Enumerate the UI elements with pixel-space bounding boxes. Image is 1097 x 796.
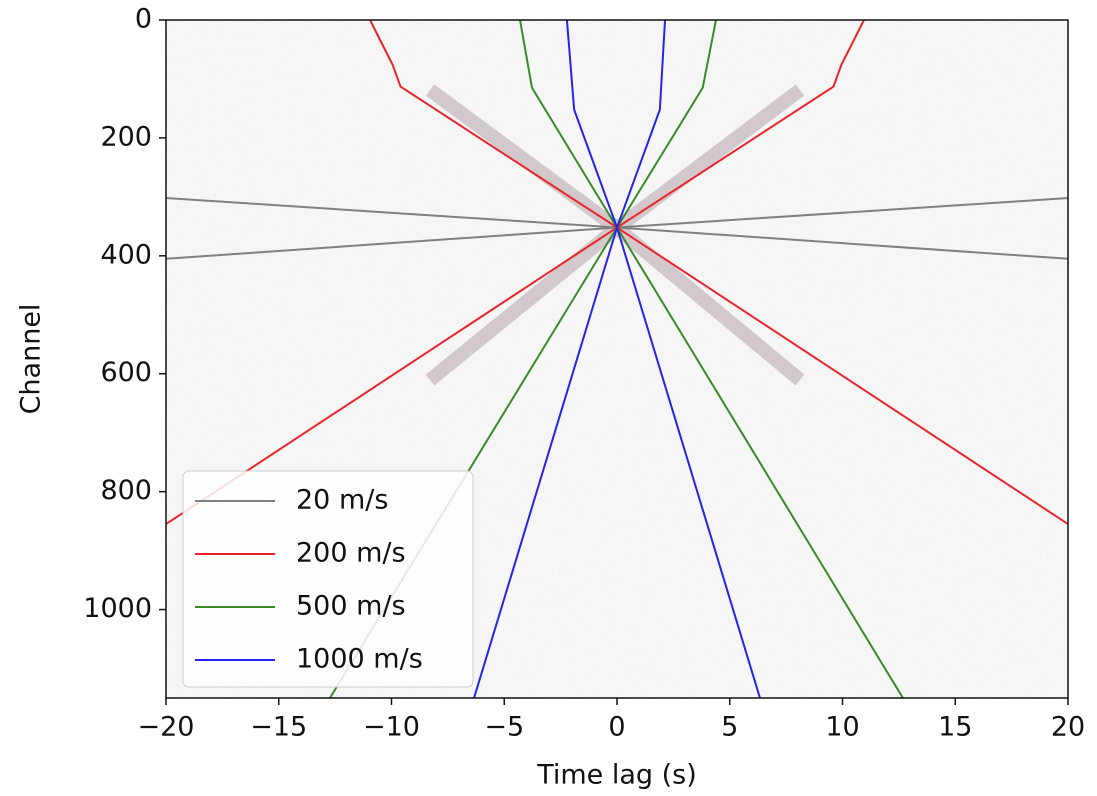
- y-tick-label: 800: [100, 475, 152, 506]
- y-tick-label: 600: [100, 357, 152, 388]
- legend-box: [182, 470, 474, 688]
- y-axis-label: Channel: [16, 304, 47, 415]
- x-tick-label: −20: [138, 712, 195, 743]
- legend-label: 1000 m/s: [296, 644, 423, 675]
- legend-label: 20 m/s: [296, 485, 388, 516]
- y-tick-label: 0: [135, 4, 152, 35]
- velocity-line: [473, 20, 761, 698]
- velocity-line: [166, 20, 1068, 525]
- lines: [166, 20, 1068, 698]
- y-tick-label: 1000: [83, 593, 152, 624]
- legend: 20 m/s 200 m/s 500 m/s 1000 m/s: [182, 470, 474, 688]
- waveform-bands: [425, 84, 805, 386]
- x-tick-label: 0: [608, 712, 625, 743]
- y-tick-label: 400: [100, 239, 152, 270]
- x-axis-label: Time lag (s): [536, 760, 697, 791]
- legend-label: 500 m/s: [296, 591, 406, 622]
- x-tick-label: −15: [250, 712, 307, 743]
- x-tick-label: 5: [721, 712, 738, 743]
- legend-label: 200 m/s: [296, 538, 406, 569]
- x-tick-label: 15: [938, 712, 972, 743]
- x-tick-label: −5: [484, 712, 524, 743]
- x-tick-label: 10: [825, 712, 859, 743]
- x-tick-label: 20: [1051, 712, 1085, 743]
- y-tick-label: 200: [100, 121, 152, 152]
- x-tick-label: −10: [363, 712, 420, 743]
- velocity-line: [329, 20, 904, 698]
